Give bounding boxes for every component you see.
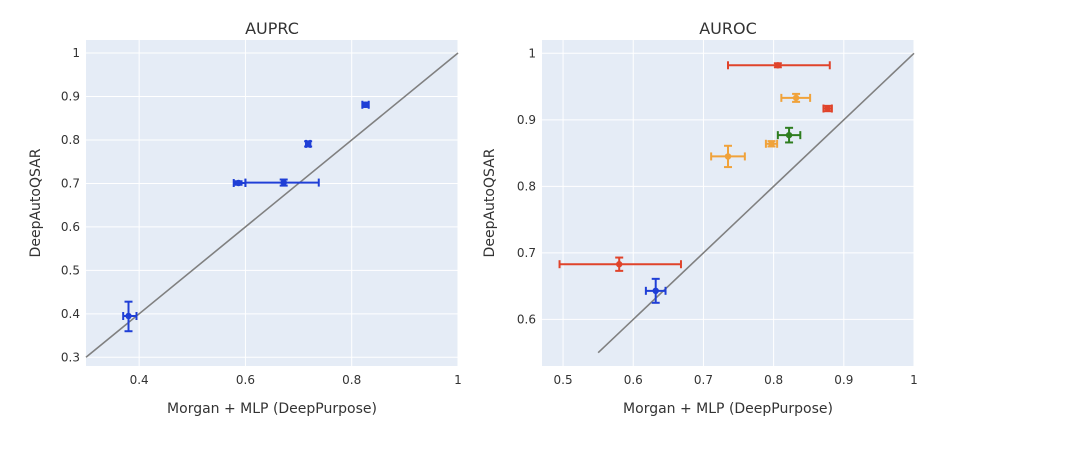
auprc-y-tick-label: 0.5 [61,263,80,277]
auroc-data-point [824,105,831,112]
auroc-x-tick-label: 0.6 [624,373,643,387]
auroc-point-1 [727,61,831,70]
auprc-y-tick-label: 0.7 [61,176,80,190]
auprc-chart: 0.4 0.6 0.8 1 0.30.40.50.60.70.80.91 AUPRC … [28,19,462,417]
auroc-x-tick-label: 0.8 [764,373,783,387]
auprc-x-tick-label: 0.6 [236,373,255,387]
auroc-y-tick-label: 1 [528,46,536,60]
auroc-chart: 0.5 0.6 0.7 0.8 0.9 1 0.6 0.7 0.8 0.9 1 AUROC Mor… [482,19,918,417]
auroc-data-point [774,62,782,69]
auroc-data-point [652,287,659,295]
auroc-point-8 [644,277,667,304]
auroc-point-4 [780,92,812,103]
auroc-point-5 [710,144,746,169]
auroc-data-point [616,261,623,268]
auroc-grid [542,40,915,366]
auroc-title: AUROC [699,19,757,38]
auroc-y-axis-label: DeepAutoQSAR [482,148,498,257]
auprc-data-point [235,179,242,187]
auroc-x-tick-label: 0.5 [554,373,573,387]
auroc-x-tick-label: 0.9 [834,373,853,387]
auroc-y-tick-label: 0.7 [517,246,536,260]
auroc-point-7 [776,126,802,144]
auprc-y-tick-label: 1 [72,46,80,60]
auroc-data-point [792,94,800,102]
auprc-y-axis-label: DeepAutoQSAR [28,148,44,257]
auroc-plot-area [542,40,914,366]
auprc-marks [122,100,370,333]
auprc-y-tick-label: 0.4 [61,307,80,321]
auroc-point-6 [764,139,779,148]
auprc-x-axis-label: Morgan + MLP (DeepPurpose) [167,401,377,417]
auroc-x-tick-label: 1 [910,373,918,387]
auroc-y-tick-label: 0.9 [517,113,536,127]
auprc-diagonal-line [85,52,459,358]
auprc-diagonal [85,52,459,358]
auprc-data-point [280,179,287,186]
auprc-point-1 [122,300,138,333]
auprc-x-tick-label: 0.4 [130,373,149,387]
auprc-y-tick-label: 0.9 [61,90,80,104]
auprc-x-tick-label: 1 [454,373,462,387]
auprc-title: AUPRC [245,19,299,38]
auprc-point-4 [304,139,313,148]
auprc-point-5 [361,100,370,109]
auroc-point-2 [822,104,833,113]
auroc-diagonal [597,52,915,354]
auprc-data-point [304,140,312,148]
auprc-plot-area [86,40,458,366]
auprc-y-ticks: 0.3 0.4 0.5 0.6 0.7 0.8 0.9 1 [61,46,80,364]
auprc-x-tick-label: 0.8 [342,373,361,387]
auprc-data-point [125,312,132,320]
auroc-data-point [724,153,732,160]
auprc-y-tick-label: 0.3 [61,350,80,364]
auprc-point-3 [244,178,320,187]
auroc-y-tick-label: 0.6 [517,312,536,326]
auroc-data-point [768,140,775,147]
auprc-data-point [362,101,369,108]
auroc-data-point [785,131,793,139]
auroc-point-3 [558,256,682,272]
auprc-x-ticks: 0.4 0.6 0.8 1 [130,373,462,387]
auprc-y-tick-label: 0.8 [61,133,80,147]
auroc-x-axis-label: Morgan + MLP (DeepPurpose) [623,401,833,417]
auroc-marks [558,61,833,304]
auprc-y-tick-label: 0.6 [61,220,80,234]
auroc-diagonal-line [597,52,915,354]
auroc-y-ticks: 0.6 0.7 0.8 0.9 1 [517,46,536,326]
auroc-y-tick-label: 0.8 [517,179,536,193]
auroc-x-tick-label: 0.7 [694,373,713,387]
auroc-x-ticks: 0.5 0.6 0.7 0.8 0.9 1 [554,373,918,387]
